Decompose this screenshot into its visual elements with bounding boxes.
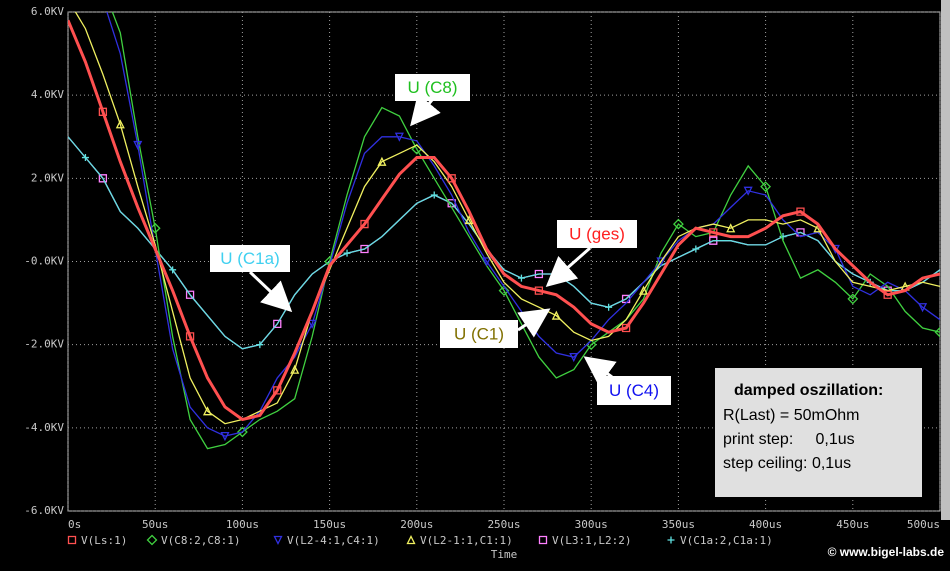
marker <box>638 285 649 295</box>
annotation-label: U (C1a) <box>220 249 280 268</box>
marker <box>256 341 264 349</box>
legend-label: V(C1a:2,C1a:1) <box>680 534 773 547</box>
x-tick-label: 250us <box>487 518 520 531</box>
marker <box>498 285 510 297</box>
y-tick-label: 4.0KV <box>31 88 64 101</box>
info-line: R(Last) = 50mOhm <box>723 407 859 424</box>
series-line <box>68 19 940 422</box>
x-tick-label: 0s <box>68 518 81 531</box>
marker <box>273 386 282 395</box>
legend-marker <box>146 534 158 546</box>
marker <box>482 257 492 267</box>
marker <box>394 132 404 142</box>
legend-label: V(L2-4:1,C4:1) <box>287 534 380 547</box>
marker <box>796 207 805 216</box>
annotation-label: U (C4) <box>609 381 659 400</box>
info-line: step ceiling: 0,1us <box>723 455 851 472</box>
x-tick-label: 500us <box>907 518 940 531</box>
marker <box>307 319 317 329</box>
marker <box>605 303 613 311</box>
legend-label: V(L2-1:1,C1:1) <box>420 534 513 547</box>
scrollbar <box>941 0 950 520</box>
x-tick-label: 350us <box>662 518 695 531</box>
marker <box>81 154 89 162</box>
marker <box>760 181 772 193</box>
series-line <box>68 136 940 350</box>
series-line <box>74 12 940 425</box>
marker <box>98 174 108 183</box>
marker <box>569 352 579 363</box>
annotation-arrows <box>248 93 617 387</box>
marker <box>202 406 213 416</box>
marker <box>464 214 474 225</box>
marker <box>692 245 700 253</box>
series-line <box>111 12 940 450</box>
copyright: © www.bigel-labs.de <box>828 545 945 559</box>
series-line <box>106 12 940 437</box>
x-tick-label: 300us <box>575 518 608 531</box>
marker <box>290 364 300 374</box>
info-box <box>715 368 922 497</box>
annotation-label: U (C8) <box>407 78 457 97</box>
annotation-box <box>557 220 637 248</box>
marker <box>360 219 369 229</box>
marker <box>726 223 736 233</box>
legend-label: V(C8:2,C8:1) <box>161 534 240 547</box>
x-tick-label: 400us <box>749 518 782 531</box>
marker <box>133 140 143 151</box>
marker <box>169 266 177 274</box>
annotation-box <box>597 376 671 405</box>
annotation-box <box>395 74 470 101</box>
info-title: damped oszillation: <box>734 382 883 399</box>
marker <box>847 293 859 305</box>
y-tick-label: -0.0KV <box>24 255 64 268</box>
marker <box>236 426 248 438</box>
legend-marker <box>667 536 675 544</box>
x-tick-label: 200us <box>400 518 433 531</box>
x-tick-label: 150us <box>313 518 346 531</box>
marker <box>377 156 387 166</box>
marker <box>672 218 684 230</box>
marker <box>709 228 718 237</box>
marker <box>343 249 351 257</box>
annotation-box <box>440 320 518 348</box>
marker <box>934 326 940 338</box>
y-tick-label: -4.0KV <box>24 421 64 434</box>
marker <box>743 186 753 196</box>
x-axis-label: Time <box>491 548 518 561</box>
legend-label: V(Ls:1) <box>81 534 127 547</box>
x-tick-label: 50us <box>142 518 169 531</box>
marker <box>883 290 892 299</box>
marker <box>430 191 438 199</box>
x-tick-label: 100us <box>226 518 259 531</box>
marker <box>98 107 108 116</box>
y-tick-label: 2.0KV <box>31 171 64 184</box>
annotation-label: U (ges) <box>569 224 625 243</box>
marker <box>220 432 230 442</box>
y-tick-label: 6.0KV <box>31 5 64 18</box>
legend-marker <box>406 535 416 545</box>
marker <box>918 303 928 313</box>
marker <box>534 286 544 295</box>
marker <box>656 257 666 267</box>
marker <box>447 174 456 183</box>
legend-label: V(L3:1,L2:2) <box>552 534 631 547</box>
marker <box>149 222 161 234</box>
legend-marker <box>67 535 77 545</box>
x-tick-label: 450us <box>836 518 869 531</box>
annotation-box <box>210 245 290 272</box>
annotation-label: U (C1) <box>454 324 504 343</box>
marker <box>517 274 525 282</box>
info-line: print step: 0,1us <box>723 431 855 448</box>
marker <box>551 310 561 320</box>
legend-marker <box>273 535 283 545</box>
legend-marker <box>538 535 548 545</box>
marker <box>185 332 195 341</box>
y-tick-label: -2.0KV <box>24 338 64 351</box>
marker <box>115 119 125 129</box>
y-tick-label: -6.0KV <box>24 504 64 517</box>
marker <box>621 323 631 333</box>
marker <box>273 319 282 329</box>
